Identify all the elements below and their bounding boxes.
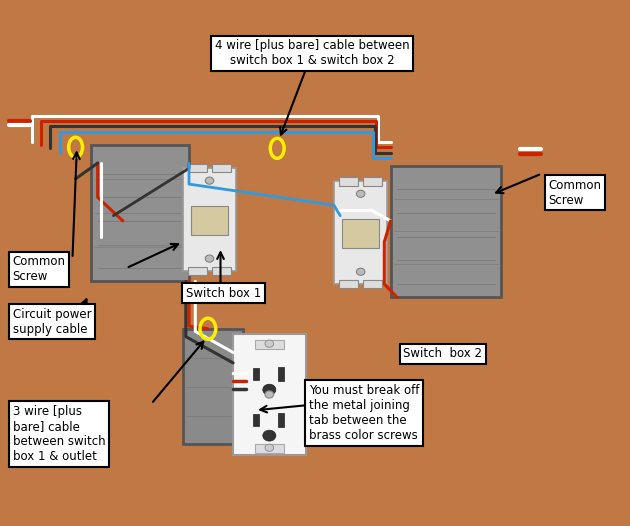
Bar	[255, 444, 284, 452]
Bar	[212, 267, 231, 275]
Bar	[339, 177, 358, 186]
Text: 4 wire [plus bare] cable between
switch box 1 & switch box 2: 4 wire [plus bare] cable between switch …	[215, 39, 409, 67]
Circle shape	[357, 190, 365, 197]
Bar	[188, 267, 207, 275]
Bar	[364, 280, 382, 288]
Bar	[188, 164, 207, 173]
Bar	[183, 329, 243, 444]
Bar	[255, 340, 284, 349]
Bar	[339, 280, 358, 288]
Bar	[278, 412, 284, 427]
Text: Switch box 1: Switch box 1	[186, 287, 261, 300]
Circle shape	[205, 255, 214, 262]
Circle shape	[263, 384, 276, 395]
Bar	[278, 367, 284, 381]
Circle shape	[265, 444, 273, 451]
Text: Common
Screw: Common Screw	[13, 255, 66, 283]
Bar	[334, 181, 387, 284]
Text: You must break off
the metal joining
tab between the
brass color screws: You must break off the metal joining tab…	[309, 384, 419, 442]
Text: Common
Screw: Common Screw	[548, 179, 601, 207]
Bar	[183, 168, 236, 271]
Circle shape	[357, 268, 365, 275]
Circle shape	[205, 177, 214, 184]
Bar	[342, 219, 379, 248]
Bar	[191, 206, 228, 235]
Bar	[212, 164, 231, 173]
Text: 3 wire [plus
bare] cable
between switch
box 1 & outlet: 3 wire [plus bare] cable between switch …	[13, 405, 105, 463]
Text: Switch  box 2: Switch box 2	[403, 347, 482, 360]
Bar	[233, 334, 306, 455]
Circle shape	[265, 340, 273, 347]
Circle shape	[265, 391, 273, 398]
Bar	[91, 145, 189, 281]
Bar	[253, 414, 259, 426]
Bar	[364, 177, 382, 186]
Circle shape	[263, 430, 276, 441]
Text: Circuit power
supply cable: Circuit power supply cable	[13, 308, 91, 336]
Bar	[253, 368, 259, 380]
Bar	[391, 166, 501, 297]
